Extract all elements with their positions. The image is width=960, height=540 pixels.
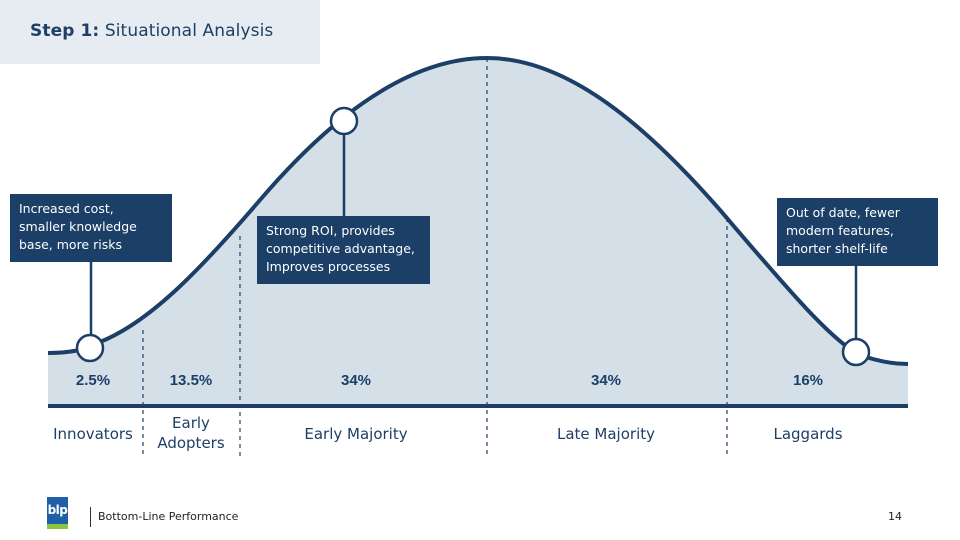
callout-line: competitive advantage, <box>266 241 415 256</box>
footer-separator <box>90 507 91 527</box>
label-late-majority: Late Majority <box>557 425 655 443</box>
callout-line: Strong ROI, provides <box>266 223 395 238</box>
callout-line: Out of date, fewer <box>786 205 900 220</box>
logo-green-bar <box>47 524 68 529</box>
logo-text: blp <box>47 497 68 524</box>
callout-line: shorter shelf-life <box>786 241 888 256</box>
title-banner <box>0 0 320 64</box>
callout-line: smaller knowledge <box>19 219 137 234</box>
percent-innovators: 2.5% <box>76 372 110 389</box>
page-number: 14 <box>888 510 902 523</box>
step-label: Step 1: <box>30 21 100 41</box>
callout-line: modern features, <box>786 223 894 238</box>
marker-early-majority <box>329 106 359 136</box>
callout-early-majority: Strong ROI, provides competitive advanta… <box>257 216 430 284</box>
percent-early-adopters: 13.5% <box>170 372 213 389</box>
page-title: Step 1: Situational Analysis <box>30 21 273 41</box>
marker-innovators <box>75 333 105 363</box>
percent-late-majority: 34% <box>591 372 621 389</box>
title-text: Situational Analysis <box>104 21 274 41</box>
company-name: Bottom-Line Performance <box>98 510 239 523</box>
callout-line: Increased cost, <box>19 201 114 216</box>
callout-line: base, more risks <box>19 237 122 252</box>
company-logo: blp <box>47 497 68 529</box>
label-laggards: Laggards <box>773 425 842 443</box>
curve-fill-area <box>48 58 908 406</box>
label-early-majority: Early Majority <box>304 425 407 443</box>
callout-laggards: Out of date, fewer modern features, shor… <box>777 198 938 266</box>
callout-line: Improves processes <box>266 259 391 274</box>
marker-laggards <box>841 337 871 367</box>
percent-laggards: 16% <box>793 372 823 389</box>
callout-innovators: Increased cost, smaller knowledge base, … <box>10 194 172 262</box>
label-early-adopters: Early Adopters <box>157 414 224 452</box>
percent-early-majority: 34% <box>341 372 371 389</box>
label-innovators: Innovators <box>53 425 133 443</box>
